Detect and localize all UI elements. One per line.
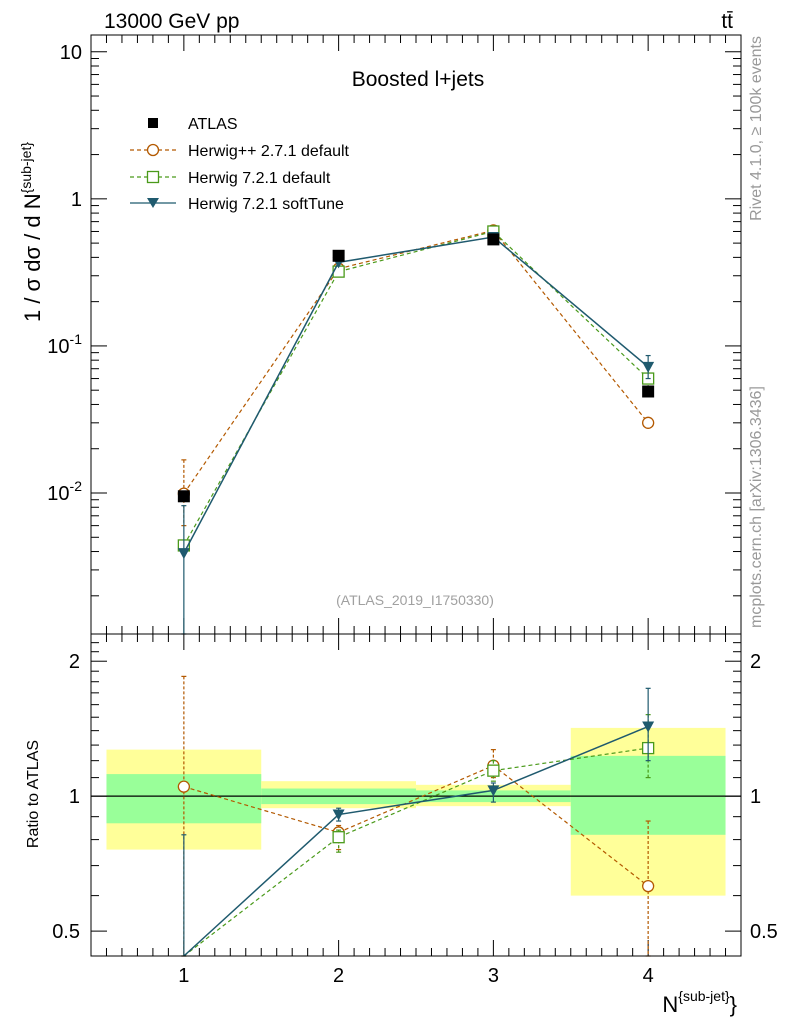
- series-line-herwigpp: [183, 229, 649, 494]
- y-tick-label: 10: [60, 42, 82, 64]
- legend-label-herwigpp: Herwig++ 2.7.1 default: [188, 143, 350, 160]
- ratio-y-tick-label-right: 0.5: [750, 921, 778, 943]
- data-point-softtune: [642, 361, 655, 373]
- series-atlas: [177, 233, 655, 503]
- series-layer: [177, 224, 655, 957]
- ratio-bands-layer: [106, 727, 726, 896]
- legend-label-atlas: ATLAS: [188, 116, 238, 133]
- data-point-atlas: [642, 385, 655, 398]
- series-line-herwig721: [183, 747, 649, 957]
- ratio-y-tick-label-right: 1: [750, 786, 761, 808]
- legend-marker-herwig721: [146, 170, 160, 184]
- ratio-y-tick-label-right: 2: [750, 651, 761, 673]
- side-label-mcplots: mcplots.cern.ch [arXiv:1306.3436]: [748, 386, 765, 628]
- series-line-herwigpp: [183, 764, 649, 887]
- x-tick-label: 2: [333, 965, 344, 987]
- data-point-softtune: [642, 721, 655, 733]
- legend-marker-atlas: [148, 118, 158, 128]
- y-tick-label: 1: [71, 189, 82, 211]
- legend-label-softtune: Herwig 7.2.1 softTune: [188, 196, 344, 213]
- data-point-herwig721: [332, 831, 345, 844]
- y-tick-label: 10-2: [47, 478, 82, 505]
- x-axis-label: N{sub-jet}}: [662, 988, 737, 1017]
- energy-label: 13000 GeV pp: [104, 10, 239, 33]
- x-tick-label: 1: [178, 965, 189, 987]
- ratio-y-tick-label: 1: [69, 786, 80, 808]
- series-softtune: [181, 687, 655, 957]
- data-point-herwigpp: [641, 416, 655, 429]
- ratio-plot-frame: [90, 633, 742, 957]
- series-line-herwig721: [183, 230, 649, 546]
- series-herwigpp: [177, 224, 655, 527]
- main-y-axis-label: 1 / σ dσ / d N{sub-jet}: [18, 142, 45, 322]
- x-tick-label: 4: [643, 965, 654, 987]
- data-point-atlas: [177, 490, 190, 503]
- data-point-softtune: [487, 785, 500, 797]
- data-point-herwigpp: [177, 780, 191, 793]
- data-point-atlas: [487, 233, 500, 246]
- legend-label-herwig721: Herwig 7.2.1 default: [188, 170, 331, 187]
- x-tick-label: 3: [488, 965, 499, 987]
- analysis-id: (ATLAS_2019_I1750330): [336, 592, 494, 608]
- plot-title: Boosted l+jets: [352, 68, 485, 91]
- series-line-softtune: [183, 236, 649, 554]
- series-herwig721: [177, 225, 655, 552]
- side-label-rivet: Rivet 4.1.0, ≥ 100k events: [748, 36, 765, 221]
- ratio-y-tick-label: 2: [69, 651, 80, 673]
- process-label: tt̄: [721, 10, 733, 33]
- legend-marker-herwigpp: [146, 143, 160, 157]
- legend-marker-softtune: [147, 198, 159, 208]
- legend: ATLAS Herwig++ 2.7.1 default Herwig 7.2.…: [130, 116, 350, 213]
- data-point-softtune: [332, 809, 345, 821]
- data-point-herwigpp: [641, 879, 655, 893]
- data-point-softtune: [177, 548, 190, 560]
- data-point-herwig721: [487, 764, 500, 777]
- series-softtune: [177, 232, 655, 635]
- data-point-atlas: [332, 249, 345, 262]
- ratio-y-axis-label: Ratio to ATLAS: [25, 740, 42, 848]
- series-line-softtune: [183, 725, 649, 957]
- ratio-y-tick-label: 0.5: [52, 921, 80, 943]
- axes-layer: 10 1 10-1 10-2 0.5 0.5 1 1 2 2 1 2 3 4: [47, 35, 778, 987]
- y-tick-label: 10-1: [47, 331, 82, 358]
